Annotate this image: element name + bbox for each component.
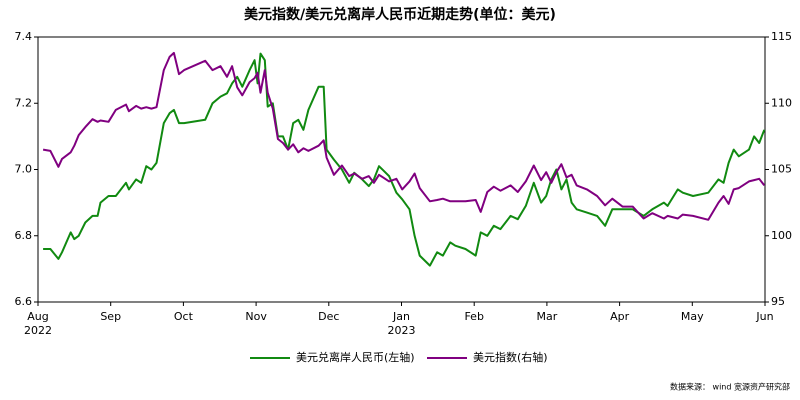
legend-label: 美元兑离岸人民币(左轴) [296, 350, 415, 364]
x-tick-label: Nov [245, 310, 267, 323]
legend-label: 美元指数(右轴) [473, 350, 548, 364]
y2-tick-label: 115 [771, 30, 792, 43]
source-note: 数据来源： wind 宽源资产研究部 [670, 382, 790, 392]
y2-tick-label: 100 [771, 229, 792, 242]
y-tick-label: 7.4 [15, 30, 33, 43]
x-tick-label: Oct [174, 310, 194, 323]
x-tick-sublabel: 2022 [24, 324, 52, 337]
plot-frame [37, 36, 766, 303]
chart-title: 美元指数/美元兑离岸人民币近期走势(单位：美元) [244, 6, 556, 23]
series-line [42, 51, 766, 221]
x-tick-label: Jun [755, 310, 773, 323]
x-tick-label: Sep [100, 310, 121, 323]
y-tick-label: 7.0 [15, 163, 33, 176]
y2-tick-label: 95 [771, 295, 785, 308]
x-tick-sublabel: 2023 [388, 324, 416, 337]
y2-tick-label: 105 [771, 163, 792, 176]
series-line [43, 52, 766, 267]
x-tick-label: Aug [27, 310, 48, 323]
x-tick-label: May [681, 310, 704, 323]
x-tick-label: Feb [464, 310, 483, 323]
y-tick-label: 7.2 [15, 96, 33, 109]
x-tick-label: Jan [392, 310, 410, 323]
x-tick-label: Apr [610, 310, 630, 323]
y2-tick-label: 110 [771, 96, 792, 109]
x-tick-label: Dec [318, 310, 339, 323]
x-tick-label: Mar [537, 310, 558, 323]
y-tick-label: 6.8 [15, 229, 33, 242]
y-tick-label: 6.6 [15, 295, 33, 308]
